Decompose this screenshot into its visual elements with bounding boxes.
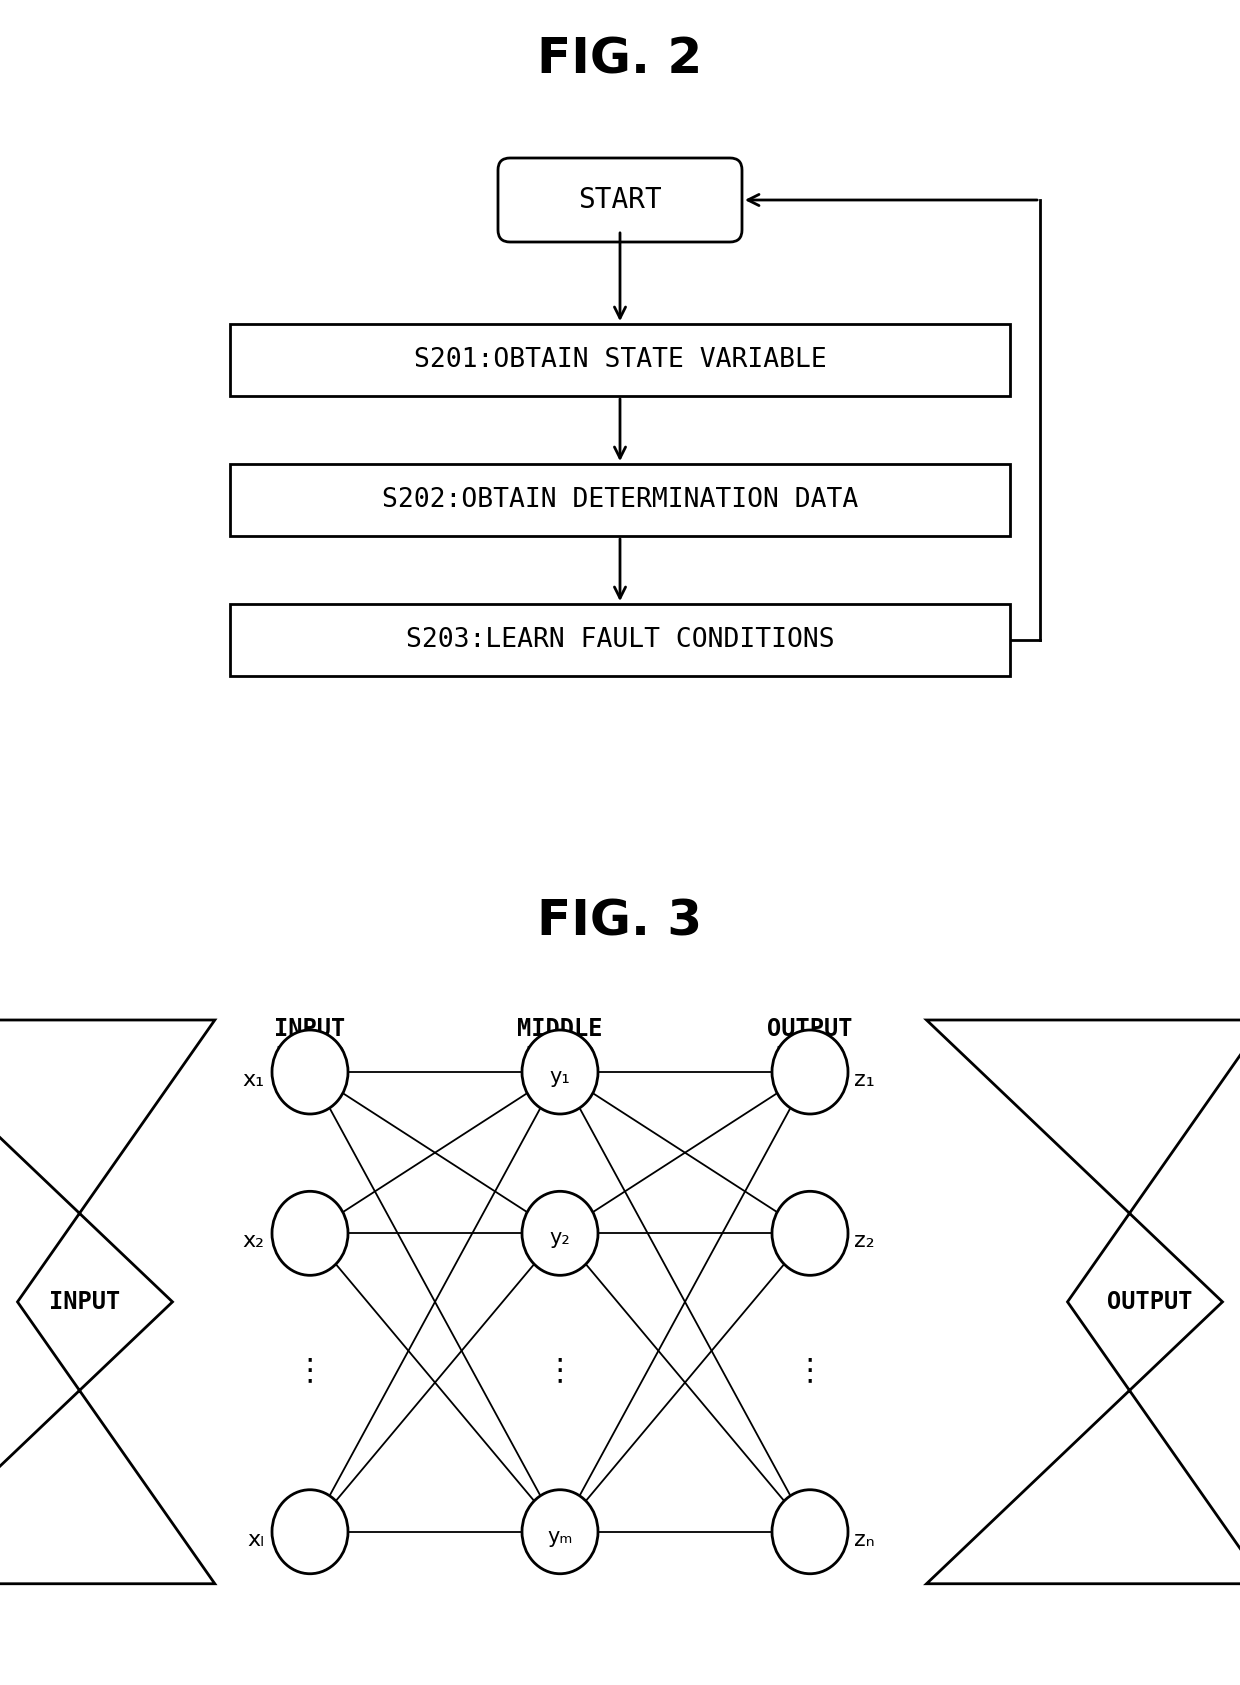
Text: ⋮: ⋮ [544,1356,575,1385]
Text: MIDDLE
LAYER: MIDDLE LAYER [517,1018,603,1068]
Text: ⋮: ⋮ [295,1356,325,1385]
Text: zₙ: zₙ [854,1530,874,1550]
Text: FIG. 3: FIG. 3 [537,898,703,945]
Text: OUTPUT
LAYER: OUTPUT LAYER [768,1018,853,1068]
Ellipse shape [773,1490,848,1574]
Text: START: START [578,185,662,214]
Text: INPUT
LAYER: INPUT LAYER [274,1018,346,1068]
Text: INPUT: INPUT [50,1291,120,1314]
Text: OUTPUT: OUTPUT [1107,1291,1193,1314]
Text: z₂: z₂ [854,1232,874,1252]
Text: S203:LEARN FAULT CONDITIONS: S203:LEARN FAULT CONDITIONS [405,627,835,654]
Ellipse shape [522,1490,598,1574]
Polygon shape [0,1019,215,1584]
Text: y₁: y₁ [549,1067,570,1087]
Ellipse shape [272,1030,348,1114]
Ellipse shape [272,1191,348,1276]
Ellipse shape [773,1191,848,1276]
Text: z₁: z₁ [854,1070,874,1090]
Text: S202:OBTAIN DETERMINATION DATA: S202:OBTAIN DETERMINATION DATA [382,487,858,512]
Text: x₁: x₁ [242,1070,264,1090]
FancyBboxPatch shape [498,158,742,243]
Polygon shape [926,1019,1240,1584]
Text: FIG. 2: FIG. 2 [537,35,703,84]
Ellipse shape [522,1191,598,1276]
Text: x₂: x₂ [242,1232,264,1252]
Bar [229,324,1011,396]
Text: xₗ: xₗ [247,1530,264,1550]
Ellipse shape [522,1030,598,1114]
Text: S201:OBTAIN STATE VARIABLE: S201:OBTAIN STATE VARIABLE [414,347,826,372]
Bar [229,603,1011,676]
Ellipse shape [773,1030,848,1114]
Text: ⋮: ⋮ [795,1356,826,1385]
Bar [229,463,1011,536]
Ellipse shape [272,1490,348,1574]
Text: yₘ: yₘ [547,1527,573,1547]
Text: y₂: y₂ [549,1228,570,1249]
